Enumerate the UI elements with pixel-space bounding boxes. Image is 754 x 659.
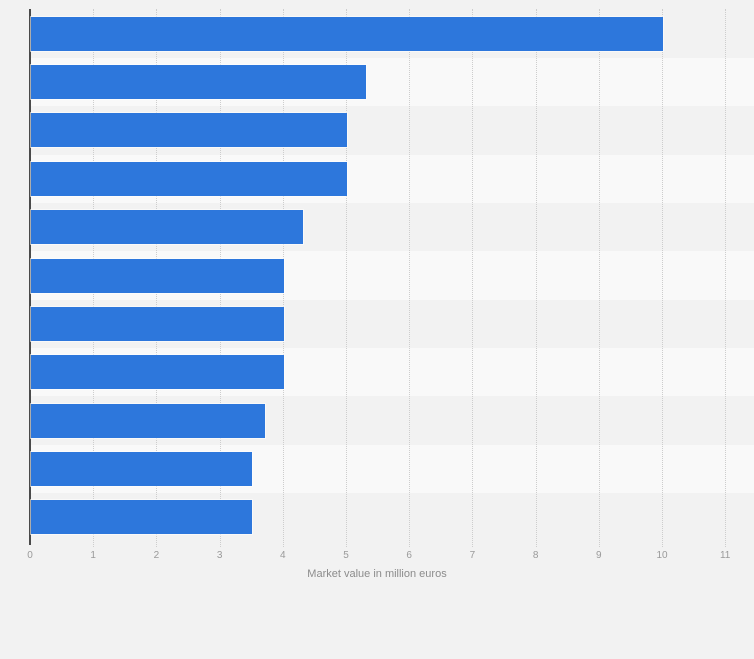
- x-tick-label: 8: [532, 550, 539, 561]
- bar[interactable]: [31, 113, 347, 148]
- bar[interactable]: [31, 16, 663, 51]
- x-tick-label: 2: [153, 550, 160, 561]
- x-tick-label: 5: [343, 550, 349, 561]
- gridline: [472, 9, 474, 547]
- y-axis-line: [29, 9, 31, 545]
- x-tick-label: 0: [27, 550, 33, 561]
- x-tick-label: 9: [596, 550, 602, 561]
- x-axis-title: Market value in million euros: [307, 568, 447, 580]
- x-tick-label: 10: [656, 550, 668, 561]
- bar[interactable]: [31, 65, 366, 100]
- x-tick-label: 4: [280, 550, 286, 561]
- x-tick-label: 1: [90, 550, 96, 561]
- gridline: [662, 9, 663, 547]
- bar[interactable]: [31, 403, 265, 438]
- bar[interactable]: [31, 210, 303, 245]
- gridline: [725, 9, 727, 547]
- x-tick-label: 11: [719, 550, 731, 561]
- gridline: [409, 9, 411, 547]
- x-tick-label: 7: [469, 550, 476, 561]
- gridline: [598, 9, 600, 547]
- bar[interactable]: [31, 355, 284, 390]
- bar[interactable]: [31, 451, 253, 486]
- bar[interactable]: [31, 306, 284, 341]
- bar[interactable]: [31, 258, 284, 293]
- x-tick-label: 6: [406, 550, 412, 561]
- bar[interactable]: [31, 161, 347, 196]
- gridline: [535, 9, 537, 547]
- x-tick-label: 3: [216, 550, 223, 561]
- bar[interactable]: [31, 500, 253, 535]
